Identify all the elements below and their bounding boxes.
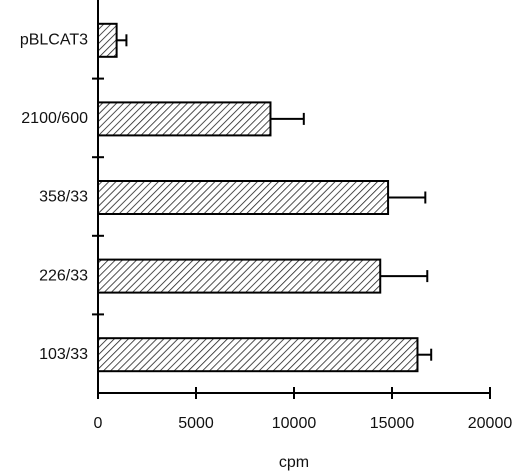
y-tick-label: 103/33	[39, 346, 88, 363]
x-tick-label: 0	[94, 415, 103, 432]
error-bar	[270, 112, 305, 125]
error-bar	[116, 34, 128, 47]
y-tick-label: 226/33	[39, 267, 88, 284]
x-tick-label: 5000	[178, 415, 214, 432]
bar	[97, 337, 419, 373]
y-tick-label: pBLCAT3	[20, 32, 88, 49]
y-tick-label: 2100/600	[21, 110, 88, 127]
y-tick-label: 358/33	[39, 189, 88, 206]
error-bar	[388, 191, 427, 204]
bar	[97, 180, 390, 215]
bar	[97, 101, 272, 137]
x-tick-label: 10000	[272, 415, 317, 432]
error-bar	[417, 348, 433, 361]
bar	[97, 22, 118, 58]
x-tick-label: 20000	[468, 415, 513, 432]
x-tick-label: 15000	[370, 415, 415, 432]
error-bar	[380, 270, 429, 283]
bar	[97, 258, 382, 294]
x-axis-label: cpm	[279, 454, 309, 471]
